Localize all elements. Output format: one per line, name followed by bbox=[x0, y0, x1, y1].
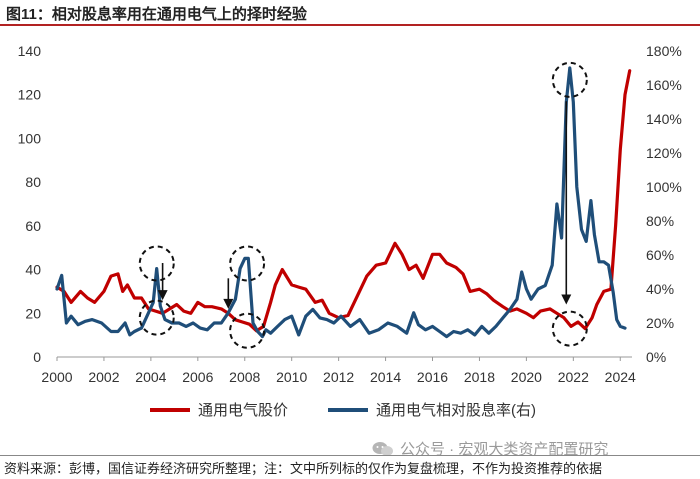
x-tick-label: 2016 bbox=[417, 369, 448, 385]
dashed-circle-annotation bbox=[551, 61, 588, 98]
legend-label-price: 通用电气股价 bbox=[198, 402, 288, 419]
x-tick-label: 2012 bbox=[323, 369, 354, 385]
dashed-circle-annotation bbox=[229, 245, 266, 282]
y-left-tick-label: 80 bbox=[25, 174, 41, 190]
x-tick-label: 2000 bbox=[41, 369, 72, 385]
chart-container: 2000 2002 2004 2006 2008 2010 2012 2014 2016 2018… bbox=[0, 26, 700, 436]
price-series-line bbox=[55, 69, 632, 333]
x-tick-label: 2020 bbox=[511, 369, 542, 385]
dashed-circle-annotation bbox=[229, 312, 266, 349]
y-right-tick-label: 120% bbox=[646, 145, 682, 161]
x-tick-label: 2014 bbox=[370, 369, 401, 385]
x-tick-label: 2008 bbox=[229, 369, 260, 385]
y-right-tick-label: 180% bbox=[646, 43, 682, 59]
dashed-circle-annotation bbox=[138, 245, 175, 282]
figure-title: 图11：相对股息率用在通用电气上的择时经验 bbox=[6, 6, 307, 23]
dividend-yield-series-line bbox=[55, 66, 627, 339]
x-tick-label: 2006 bbox=[182, 369, 213, 385]
x-tick-label: 2004 bbox=[135, 369, 166, 385]
x-tick-label: 2024 bbox=[605, 369, 636, 385]
y-right-tick-label: 20% bbox=[646, 315, 674, 331]
x-tick-label: 2022 bbox=[558, 369, 589, 385]
wechat-icon bbox=[372, 441, 393, 456]
y-left-tick-label: 20 bbox=[25, 305, 41, 321]
y-right-tick-label: 60% bbox=[646, 247, 674, 263]
legend-label-dividend-yield: 通用电气相对股息率(右) bbox=[376, 402, 536, 419]
dashed-circle-annotation bbox=[551, 310, 588, 347]
y-right-tick-label: 40% bbox=[646, 281, 674, 297]
arrow-annotation-head bbox=[157, 290, 168, 301]
chart-svg: 2000 2002 2004 2006 2008 2010 2012 2014 2016 2018… bbox=[18, 43, 682, 419]
y-left-tick-label: 140 bbox=[18, 43, 42, 59]
y-left-tick-label: 0 bbox=[33, 349, 41, 365]
y-right-tick-label: 80% bbox=[646, 213, 674, 229]
x-tick-label: 2018 bbox=[464, 369, 495, 385]
y-left-tick-label: 120 bbox=[18, 87, 42, 103]
y-right-tick-label: 0% bbox=[646, 349, 666, 365]
watermark: 公众号 · 宏观大类资产配置研究 bbox=[372, 438, 608, 459]
y-left-tick-label: 60 bbox=[25, 218, 41, 234]
y-right-tick-label: 100% bbox=[646, 179, 682, 195]
source-note: 资料来源：彭博，国信证券经济研究所整理；注：文中所列标的仅作为复盘梳理，不作为投… bbox=[4, 461, 603, 476]
y-right-tick-label: 160% bbox=[646, 77, 682, 93]
arrow-annotation-head bbox=[561, 294, 572, 305]
dashed-circle-annotation bbox=[138, 299, 175, 336]
title-rule bbox=[0, 24, 700, 26]
x-tick-label: 2010 bbox=[276, 369, 307, 385]
x-tick-label: 2002 bbox=[88, 369, 119, 385]
y-right-tick-label: 140% bbox=[646, 111, 682, 127]
y-left-tick-label: 40 bbox=[25, 262, 41, 278]
watermark-text: 公众号 · 宏观大类资产配置研究 bbox=[400, 441, 609, 458]
source-rule bbox=[0, 455, 700, 456]
y-left-tick-label: 100 bbox=[18, 130, 42, 146]
arrow-annotation-head bbox=[223, 298, 234, 309]
